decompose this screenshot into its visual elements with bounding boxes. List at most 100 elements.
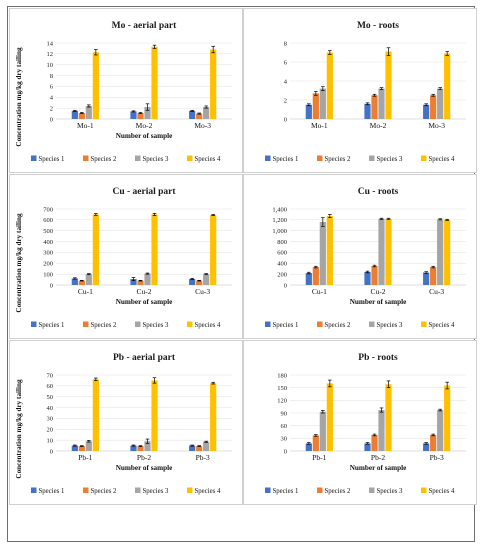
bar-species-1-mo-1: [305, 104, 312, 119]
y-tick-label: 1,400: [272, 206, 287, 213]
bar-species-1-mo-2: [130, 111, 137, 119]
bar-species-4-cu-2: [385, 218, 392, 285]
y-tick-label: 180: [277, 372, 287, 379]
chart-mo-aerial: Mo - aerial part 0 2 4 6 8 10 12 14 Mo-1 Mo-2 Mo-3 N…: [15, 21, 232, 163]
chart-pb-roots: Pb - roots 0 30 60 90 120 150 180 Pb-1 Pb-2 Pb-3 Nu…: [265, 353, 466, 495]
legend-swatch: [369, 321, 375, 327]
y-tick-label: 14: [47, 40, 54, 47]
bar-species-1-pb-3: [423, 443, 430, 451]
legend-swatch: [421, 321, 427, 327]
chart-title: Pb - aerial part: [113, 353, 176, 363]
legend-label: Species 1: [39, 488, 65, 495]
y-tick-label: 500: [43, 228, 53, 235]
legend-swatch: [31, 155, 37, 161]
bar-species-1-pb-2: [130, 445, 137, 451]
legend-label: Species 4: [195, 156, 221, 163]
x-tick-label: Pb-1: [78, 453, 92, 462]
legend-label: Species 3: [143, 488, 169, 495]
bar-species-3-pb-3: [203, 441, 210, 451]
bar-species-2-pb-2: [371, 434, 378, 451]
x-tick-label: Mo-3: [194, 121, 211, 130]
panel-cu-roots: Cu - roots 0 200 400 600 800 1,000 1,200 1,400 Cu…: [243, 174, 477, 339]
y-tick-label: 8: [50, 73, 53, 80]
bar-species-2-cu-3: [196, 280, 203, 285]
x-tick-label: Mo-2: [136, 121, 153, 130]
legend-label: Species 2: [91, 322, 117, 329]
legend-swatch: [421, 487, 427, 493]
bar-species-4-mo-1: [326, 52, 333, 119]
chart-cu-aerial: Cu - aerial part 0 100 200 300 400 500 600 700 Cu…: [15, 187, 232, 329]
bar-species-1-pb-1: [71, 445, 78, 451]
legend-label: Species 4: [429, 322, 455, 329]
legend-label: Species 4: [195, 488, 221, 495]
legend-label: Species 4: [195, 322, 221, 329]
bar-species-3-cu-1: [85, 274, 92, 285]
y-axis-label: Concentration mg/kg dry tailing: [15, 47, 23, 147]
y-tick-label: 0: [284, 282, 287, 289]
bar-species-2-pb-1: [78, 446, 85, 451]
bar-species-4-mo-2: [151, 46, 158, 119]
bar-species-4-pb-3: [210, 383, 217, 451]
bar-species-2-mo-3: [196, 113, 203, 119]
legend-swatch: [31, 321, 37, 327]
y-tick-label: 4: [50, 95, 54, 102]
bar-species-4-mo-3: [210, 49, 217, 120]
x-tick-label: Pb-3: [430, 453, 444, 462]
y-tick-label: 2: [284, 97, 287, 104]
bar-species-3-mo-3: [203, 107, 210, 119]
chart-title: Mo - roots: [357, 21, 399, 31]
chart-mo-roots: Mo - roots 0 2 4 6 8 Mo-1 Mo-2 Mo-3 Species 1 Spec…: [265, 21, 466, 163]
x-tick-label: Mo-1: [311, 121, 328, 130]
chart-title: Cu - roots: [358, 187, 399, 197]
bar-species-3-mo-3: [437, 88, 444, 119]
bar-species-4-cu-3: [444, 219, 451, 285]
bar-species-4-cu-2: [151, 214, 158, 285]
bar-species-4-pb-1: [92, 379, 99, 451]
legend-label: Species 1: [39, 322, 65, 329]
bar-species-3-pb-1: [85, 441, 92, 451]
x-tick-label: Mo-1: [77, 121, 94, 130]
y-tick-label: 0: [284, 448, 287, 455]
bar-species-3-mo-1: [85, 105, 92, 119]
bar-species-4-cu-1: [92, 214, 99, 285]
x-axis-label: Number of sample: [116, 132, 173, 140]
legend-swatch: [369, 155, 375, 161]
bar-species-2-mo-1: [312, 93, 319, 119]
legend-swatch: [265, 321, 271, 327]
legend-label: Species 4: [429, 156, 455, 163]
bar-species-4-pb-1: [326, 383, 333, 451]
legend-swatch: [83, 321, 89, 327]
y-tick-label: 20: [47, 427, 54, 434]
legend-label: Species 2: [325, 322, 351, 329]
legend-swatch: [369, 487, 375, 493]
bar-species-1-pb-2: [364, 443, 371, 451]
y-tick-label: 150: [277, 385, 287, 392]
panel-mo-aerial: Mo - aerial part 0 2 4 6 8 10 12 14 Mo-1 Mo-2 Mo-3 N…: [9, 8, 243, 173]
bar-species-2-cu-3: [430, 267, 437, 285]
y-tick-label: 30: [281, 436, 288, 443]
bar-species-3-pb-3: [437, 410, 444, 451]
y-tick-label: 60: [47, 383, 54, 390]
legend-swatch: [31, 487, 37, 493]
y-tick-label: 50: [47, 394, 54, 401]
y-axis-label: Concentration mg/kg dry tailing: [15, 213, 23, 313]
chart-cu-roots: Cu - roots 0 200 400 600 800 1,000 1,200 1,400 Cu…: [265, 187, 466, 329]
legend-swatch: [83, 155, 89, 161]
bar-species-2-cu-2: [137, 280, 144, 285]
panel-pb-aerial: Pb - aerial part 0 10 20 30 40 50 60 70 Pb-1 Pb-2 P…: [9, 340, 243, 505]
bar-species-4-mo-2: [385, 51, 392, 119]
x-axis-label: Number of sample: [116, 464, 173, 472]
legend-swatch: [317, 487, 323, 493]
bar-species-1-cu-3: [423, 272, 430, 285]
legend-label: Species 1: [273, 488, 299, 495]
bar-species-1-cu-2: [364, 271, 371, 285]
legend-label: Species 3: [377, 322, 403, 329]
bar-species-2-mo-2: [137, 113, 144, 119]
legend-label: Species 2: [325, 488, 351, 495]
legend-swatch: [421, 155, 427, 161]
y-axis-label: Concentration mg/kg dry tailing: [15, 379, 23, 479]
panel-mo-roots: Mo - roots 0 2 4 6 8 Mo-1 Mo-2 Mo-3 Species 1 Spec…: [243, 8, 477, 173]
x-tick-label: Cu-2: [371, 287, 386, 296]
bar-species-1-pb-1: [305, 443, 312, 451]
y-tick-label: 120: [277, 398, 287, 405]
